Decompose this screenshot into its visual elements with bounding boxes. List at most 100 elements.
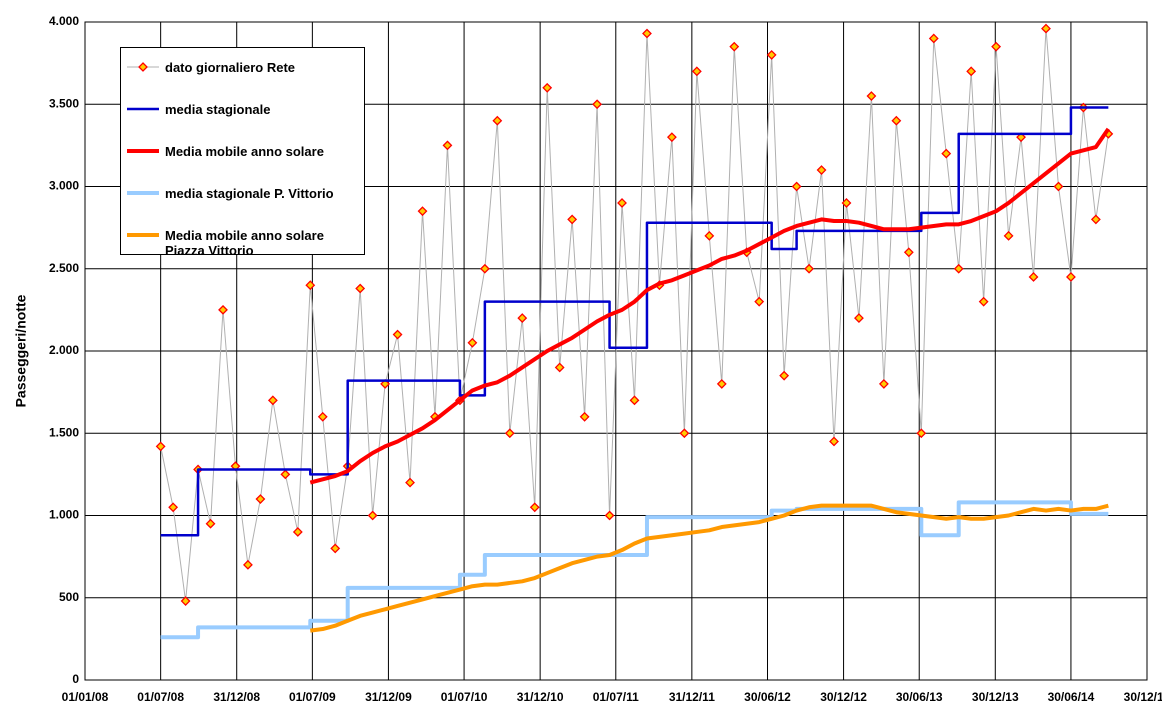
y-tick-label: 500 bbox=[59, 590, 79, 604]
data-point bbox=[280, 469, 291, 480]
data-point bbox=[666, 132, 677, 143]
legend-marker bbox=[138, 62, 148, 72]
data-point bbox=[691, 66, 702, 77]
y-tick-label: 0 bbox=[72, 672, 79, 686]
x-tick-label: 31/12/11 bbox=[669, 690, 715, 704]
data-point bbox=[317, 411, 328, 422]
legend-label: dato giornaliero Rete bbox=[165, 60, 296, 75]
legend-label: media stagionale bbox=[165, 102, 271, 117]
data-point bbox=[766, 49, 777, 60]
legend-entry: Media mobile anno solare Piazza Vittorio bbox=[121, 216, 364, 258]
x-tick-label: 30/06/13 bbox=[896, 690, 943, 704]
legend: dato giornaliero Rete media stagionale Med… bbox=[120, 47, 365, 258]
data-point bbox=[504, 428, 515, 439]
y-tick-label: 1.000 bbox=[49, 508, 79, 522]
y-tick-label: 3.000 bbox=[49, 179, 79, 193]
data-point bbox=[841, 198, 852, 208]
data-point bbox=[754, 296, 765, 307]
legend-swatch bbox=[127, 233, 159, 237]
data-point bbox=[467, 337, 478, 348]
series-line bbox=[160, 106, 1109, 537]
data-point bbox=[704, 230, 715, 241]
data-point bbox=[305, 280, 316, 291]
legend-label: media stagionale P. Vittorio bbox=[165, 186, 334, 201]
data-point bbox=[355, 283, 366, 294]
data-point bbox=[891, 115, 902, 126]
data-point bbox=[854, 313, 864, 324]
data-point bbox=[916, 428, 927, 439]
data-point bbox=[517, 313, 528, 324]
data-point bbox=[642, 28, 652, 39]
data-point bbox=[1003, 230, 1014, 241]
data-point bbox=[617, 198, 627, 208]
data-point bbox=[991, 41, 1002, 52]
data-point bbox=[367, 510, 378, 521]
legend-swatch bbox=[127, 149, 159, 153]
data-point bbox=[405, 477, 415, 488]
x-tick-label: 30/06/12 bbox=[744, 690, 791, 704]
legend-swatch bbox=[127, 107, 159, 111]
x-tick-label: 01/07/08 bbox=[137, 690, 184, 704]
data-point bbox=[816, 165, 827, 175]
data-point bbox=[243, 559, 253, 570]
data-point bbox=[180, 596, 191, 606]
x-tick-label: 31/12/09 bbox=[365, 690, 412, 704]
legend-entry: Media mobile anno solare bbox=[121, 132, 364, 174]
data-point bbox=[579, 411, 590, 422]
legend-entry: media stagionale P. Vittorio bbox=[121, 174, 364, 216]
x-tick-label: 01/07/09 bbox=[289, 690, 336, 704]
legend-label: Media mobile anno solare bbox=[165, 144, 324, 159]
data-point bbox=[205, 518, 216, 529]
x-tick-label: 30/12/14 bbox=[1124, 690, 1162, 704]
data-point bbox=[567, 214, 578, 225]
data-point bbox=[417, 206, 428, 217]
series-line bbox=[309, 127, 1110, 485]
y-tick-label: 2.000 bbox=[49, 343, 79, 357]
data-point bbox=[604, 510, 615, 521]
data-point bbox=[878, 378, 889, 389]
x-tick-label: 01/07/10 bbox=[441, 690, 488, 704]
x-tick-label: 01/07/11 bbox=[593, 690, 639, 704]
x-tick-label: 01/01/08 bbox=[62, 690, 109, 704]
x-tick-label: 31/12/10 bbox=[517, 690, 564, 704]
data-point bbox=[1053, 181, 1064, 192]
data-point bbox=[829, 436, 839, 447]
data-point bbox=[1041, 23, 1051, 34]
y-tick-label: 3.500 bbox=[49, 96, 79, 110]
data-point bbox=[1016, 132, 1026, 143]
series-line bbox=[160, 500, 1109, 640]
data-point bbox=[492, 115, 503, 126]
data-point bbox=[1090, 214, 1101, 225]
y-tick-label: 4.000 bbox=[49, 14, 79, 28]
data-point bbox=[380, 378, 391, 389]
plot-frame bbox=[84, 21, 1148, 681]
y-tick-label: 2.500 bbox=[49, 261, 79, 275]
data-point bbox=[928, 33, 939, 44]
data-point bbox=[866, 91, 877, 101]
y-axis-title: Passeggeri/notte bbox=[13, 294, 29, 407]
data-point bbox=[529, 502, 540, 513]
data-point bbox=[679, 428, 690, 439]
data-point bbox=[542, 82, 553, 93]
x-tick-label: 31/12/08 bbox=[213, 690, 260, 704]
x-tick-label: 30/12/12 bbox=[820, 690, 867, 704]
series-line bbox=[310, 503, 1109, 633]
data-point bbox=[218, 304, 228, 315]
data-point bbox=[592, 99, 603, 110]
data-point bbox=[255, 494, 266, 504]
data-point bbox=[941, 148, 952, 159]
data-point bbox=[267, 395, 278, 406]
legend-swatch bbox=[127, 62, 159, 72]
data-point bbox=[804, 263, 814, 274]
legend-label: Media mobile anno solare Piazza Vittorio bbox=[165, 228, 324, 258]
data-point bbox=[779, 370, 790, 381]
data-point bbox=[966, 66, 977, 77]
data-point bbox=[168, 502, 179, 513]
data-point bbox=[629, 395, 640, 406]
data-point bbox=[1028, 272, 1039, 282]
legend-swatch bbox=[127, 191, 159, 195]
data-point bbox=[1066, 272, 1076, 282]
y-tick-label: 1.500 bbox=[49, 425, 79, 439]
